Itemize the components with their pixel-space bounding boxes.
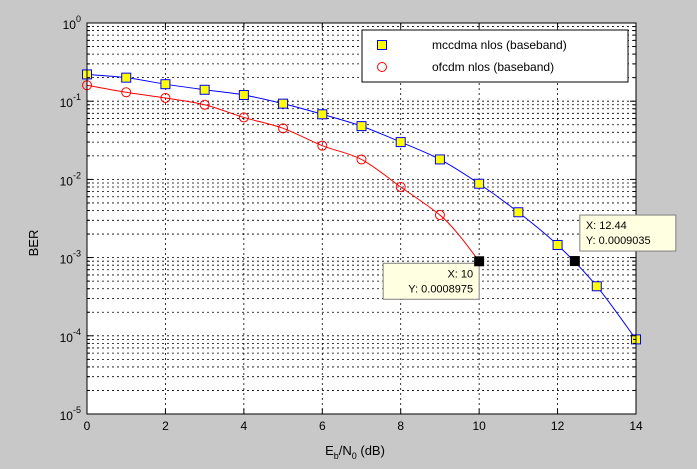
y-tick-label: 100 — [63, 14, 81, 32]
plot-area — [87, 23, 636, 414]
data-point — [434, 154, 445, 165]
data-point — [395, 137, 406, 148]
data-point — [434, 210, 445, 221]
x-label-sub2: 0 — [352, 451, 357, 461]
x-tick-label: 14 — [629, 419, 643, 433]
datatip: X: 12.44 Y: 0.0009035 — [569, 214, 677, 267]
data-point — [395, 181, 406, 192]
datatip-x-text: X: 12.44 — [586, 220, 627, 232]
x-tick-label: 6 — [319, 419, 326, 433]
x-tick-label: 2 — [162, 419, 169, 433]
x-label-mid: /N — [339, 443, 352, 458]
data-point — [474, 178, 485, 189]
data-point — [160, 79, 171, 90]
data-point — [199, 84, 210, 95]
data-point — [317, 109, 328, 120]
data-point — [121, 87, 132, 98]
data-point — [552, 239, 563, 250]
datatip-y-text: Y: 0.0009035 — [586, 235, 651, 247]
y-tick-label: 10-5 — [60, 405, 81, 423]
data-point — [278, 123, 289, 134]
data-point — [356, 154, 367, 165]
legend-marker — [377, 40, 387, 50]
y-tick-label: 10-1 — [60, 92, 81, 110]
legend: mccdma nlos (baseband) ofcdm nlos (baseba… — [361, 29, 629, 83]
series-0 — [82, 69, 641, 345]
x-tick-label: 0 — [84, 419, 91, 433]
y-axis-label: BER — [26, 230, 41, 257]
legend-label: ofcdm nlos (baseband) — [432, 60, 554, 74]
data-point — [238, 90, 249, 101]
legend-label: mccdma nlos (baseband) — [432, 38, 567, 52]
data-point — [278, 98, 289, 109]
x-label-sub1: b — [334, 451, 339, 461]
data-point — [513, 207, 524, 218]
data-point — [356, 121, 367, 132]
legend-marker — [377, 62, 387, 72]
data-point — [317, 140, 328, 151]
x-label-main: E — [325, 443, 334, 458]
series-line — [86, 84, 480, 262]
x-label-tail: (dB) — [357, 443, 385, 458]
y-tick-label: 10-4 — [60, 327, 81, 345]
datatip-y-text: Y: 0.0008975 — [408, 283, 473, 295]
datatips: X: 10 Y: 0.0008975 X: 12.44 Y: 0.0009035 — [382, 214, 677, 300]
data-point — [591, 281, 602, 292]
axis-ticks: 0 2 4 6 8 10 12 14 100 10-1 10-2 10-3 10-4 10-5 — [60, 14, 643, 433]
data-point — [160, 92, 171, 103]
datatip-marker — [569, 256, 580, 267]
x-tick-label: 4 — [241, 419, 248, 433]
y-tick-label: 10-3 — [60, 249, 81, 267]
datatip-box — [382, 262, 480, 300]
datatip-x-text: X: 10 — [447, 268, 473, 280]
series-layer — [82, 69, 641, 345]
series-1 — [82, 80, 480, 262]
data-point — [199, 99, 210, 110]
datatip-marker — [474, 256, 485, 267]
x-tick-label: 10 — [472, 419, 486, 433]
legend-box — [361, 29, 629, 83]
datatip: X: 10 Y: 0.0008975 — [382, 256, 485, 300]
x-tick-label: 12 — [551, 419, 565, 433]
grid — [87, 23, 636, 414]
y-tick-label: 10-2 — [60, 170, 81, 188]
data-point — [238, 112, 249, 123]
datatip-box — [579, 214, 677, 252]
x-tick-label: 8 — [397, 419, 404, 433]
x-axis-label: Eb/N0 (dB) — [325, 443, 385, 461]
data-point — [121, 72, 132, 83]
